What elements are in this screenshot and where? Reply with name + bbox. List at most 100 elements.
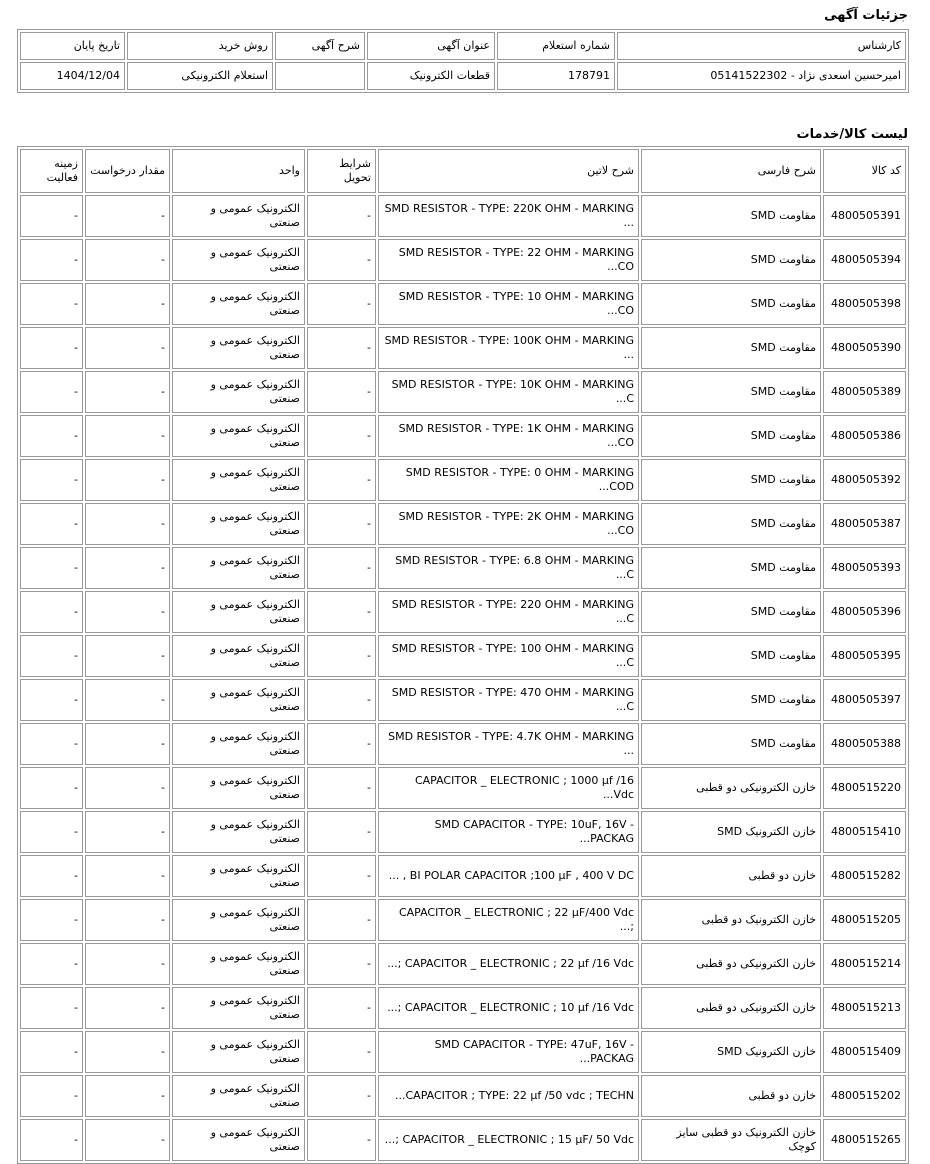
delivery-terms-cell: -	[307, 195, 376, 237]
latin-description-cell: CAPACITOR _ ELECTRONIC ; 22 µF/400 Vdc ;…	[378, 899, 639, 941]
activity-field-cell: -	[20, 1031, 83, 1073]
table-row: 4800505395 مقاومت SMD SMD RESISTOR - TYPE:…	[20, 635, 906, 677]
latin-description-cell: SMD RESISTOR - TYPE: 100 OHM - MARKING C…	[378, 635, 639, 677]
value-ad-description	[275, 62, 365, 90]
persian-description-cell: مقاومت SMD	[641, 635, 821, 677]
header-ad-description: شرح آگهی	[275, 32, 365, 60]
delivery-terms-cell: -	[307, 503, 376, 545]
item-code-cell: 4800505394	[823, 239, 906, 281]
header-purchase-method: روش خرید	[127, 32, 273, 60]
delivery-terms-cell: -	[307, 459, 376, 501]
table-row: 4800515265 خازن الکترونیک دو قطبی سایز کو…	[20, 1119, 906, 1161]
delivery-terms-cell: -	[307, 987, 376, 1029]
table-row: 4800505396 مقاومت SMD SMD RESISTOR - TYPE:…	[20, 591, 906, 633]
header-activity-field: زمینه فعالیت	[20, 149, 83, 193]
item-code-cell: 4800505393	[823, 547, 906, 589]
requested-quantity-cell: -	[85, 195, 170, 237]
activity-field-cell: -	[20, 459, 83, 501]
table-row: 4800515205 خازن الکترونیک دو قطبی CAPACITO…	[20, 899, 906, 941]
persian-description-cell: خازن الکترونیکی دو قطبی	[641, 767, 821, 809]
activity-field-cell: -	[20, 1075, 83, 1117]
item-code-cell: 4800505388	[823, 723, 906, 765]
unit-cell: الکترونیک عمومی و صنعتی	[172, 327, 305, 369]
activity-field-cell: -	[20, 591, 83, 633]
activity-field-cell: -	[20, 767, 83, 809]
persian-description-cell: خازن دو قطبی	[641, 1075, 821, 1117]
delivery-terms-cell: -	[307, 1031, 376, 1073]
table-row: 4800515220 خازن الکترونیکی دو قطبی CAPACIT…	[20, 767, 906, 809]
persian-description-cell: مقاومت SMD	[641, 591, 821, 633]
details-title: جزئیات آگهی	[824, 8, 908, 23]
latin-description-cell: SMD RESISTOR - TYPE: 220K OHM - MARKING …	[378, 195, 639, 237]
item-code-cell: 4800505392	[823, 459, 906, 501]
requested-quantity-cell: -	[85, 327, 170, 369]
activity-field-cell: -	[20, 195, 83, 237]
header-end-date: تاریخ پایان	[20, 32, 125, 60]
details-table: کارشناس شماره استعلام عنوان آگهی شرح آگهی رو…	[17, 29, 909, 93]
item-code-cell: 4800515213	[823, 987, 906, 1029]
requested-quantity-cell: -	[85, 899, 170, 941]
latin-description-cell: SMD RESISTOR - TYPE: 6.8 OHM - MARKING C…	[378, 547, 639, 589]
latin-description-cell: SMD RESISTOR - TYPE: 0 OHM - MARKING COD…	[378, 459, 639, 501]
item-code-cell: 4800515282	[823, 855, 906, 897]
latin-description-cell: CAPACITOR _ ELECTRONIC ; 22 µf /16 Vdc ;…	[378, 943, 639, 985]
requested-quantity-cell: -	[85, 635, 170, 677]
delivery-terms-cell: -	[307, 899, 376, 941]
unit-cell: الکترونیک عمومی و صنعتی	[172, 1031, 305, 1073]
activity-field-cell: -	[20, 723, 83, 765]
requested-quantity-cell: -	[85, 1119, 170, 1161]
activity-field-cell: -	[20, 371, 83, 413]
item-code-cell: 4800515409	[823, 1031, 906, 1073]
unit-cell: الکترونیک عمومی و صنعتی	[172, 195, 305, 237]
table-row: 4800505387 مقاومت SMD SMD RESISTOR - TYPE:…	[20, 503, 906, 545]
unit-cell: الکترونیک عمومی و صنعتی	[172, 635, 305, 677]
persian-description-cell: مقاومت SMD	[641, 239, 821, 281]
persian-description-cell: خازن الکترونیک SMD	[641, 811, 821, 853]
activity-field-cell: -	[20, 679, 83, 721]
activity-field-cell: -	[20, 503, 83, 545]
requested-quantity-cell: -	[85, 591, 170, 633]
activity-field-cell: -	[20, 899, 83, 941]
activity-field-cell: -	[20, 239, 83, 281]
table-row: 4800505398 مقاومت SMD SMD RESISTOR - TYPE:…	[20, 283, 906, 325]
activity-field-cell: -	[20, 811, 83, 853]
persian-description-cell: مقاومت SMD	[641, 547, 821, 589]
activity-field-cell: -	[20, 943, 83, 985]
unit-cell: الکترونیک عمومی و صنعتی	[172, 723, 305, 765]
latin-description-cell: CAPACITOR _ ELECTRONIC ; 1000 µf /16 Vdc…	[378, 767, 639, 809]
delivery-terms-cell: -	[307, 1119, 376, 1161]
delivery-terms-cell: -	[307, 283, 376, 325]
item-code-cell: 4800515202	[823, 1075, 906, 1117]
delivery-terms-cell: -	[307, 855, 376, 897]
activity-field-cell: -	[20, 855, 83, 897]
table-row: 4800505394 مقاومت SMD SMD RESISTOR - TYPE:…	[20, 239, 906, 281]
table-row: 4800505391 مقاومت SMD SMD RESISTOR - TYPE:…	[20, 195, 906, 237]
table-row: 4800515409 خازن الکترونیک SMD SMD CAPACITO…	[20, 1031, 906, 1073]
requested-quantity-cell: -	[85, 239, 170, 281]
latin-description-cell: SMD RESISTOR - TYPE: 10K OHM - MARKING C…	[378, 371, 639, 413]
unit-cell: الکترونیک عمومی و صنعتی	[172, 415, 305, 457]
delivery-terms-cell: -	[307, 547, 376, 589]
delivery-terms-cell: -	[307, 943, 376, 985]
table-row: 4800505386 مقاومت SMD SMD RESISTOR - TYPE:…	[20, 415, 906, 457]
header-delivery-terms: شرایط تحویل	[307, 149, 376, 193]
latin-description-cell: SMD RESISTOR - TYPE: 4.7K OHM - MARKING …	[378, 723, 639, 765]
requested-quantity-cell: -	[85, 855, 170, 897]
persian-description-cell: مقاومت SMD	[641, 679, 821, 721]
delivery-terms-cell: -	[307, 1075, 376, 1117]
table-row: 4800505392 مقاومت SMD SMD RESISTOR - TYPE:…	[20, 459, 906, 501]
requested-quantity-cell: -	[85, 415, 170, 457]
table-row: 4800515410 خازن الکترونیک SMD SMD CAPACITO…	[20, 811, 906, 853]
activity-field-cell: -	[20, 327, 83, 369]
latin-description-cell: CAPACITOR _ ELECTRONIC ; 10 µf /16 Vdc ;…	[378, 987, 639, 1029]
unit-cell: الکترونیک عمومی و صنعتی	[172, 459, 305, 501]
requested-quantity-cell: -	[85, 987, 170, 1029]
latin-description-cell: SMD CAPACITOR - TYPE: 47uF, 16V - PACKAG…	[378, 1031, 639, 1073]
value-ad-title: قطعات الکترونیک	[367, 62, 495, 90]
requested-quantity-cell: -	[85, 767, 170, 809]
header-requested-quantity: مقدار درخواست	[85, 149, 170, 193]
unit-cell: الکترونیک عمومی و صنعتی	[172, 987, 305, 1029]
persian-description-cell: مقاومت SMD	[641, 283, 821, 325]
persian-description-cell: خازن الکترونیک SMD	[641, 1031, 821, 1073]
latin-description-cell: SMD RESISTOR - TYPE: 2K OHM - MARKING CO…	[378, 503, 639, 545]
